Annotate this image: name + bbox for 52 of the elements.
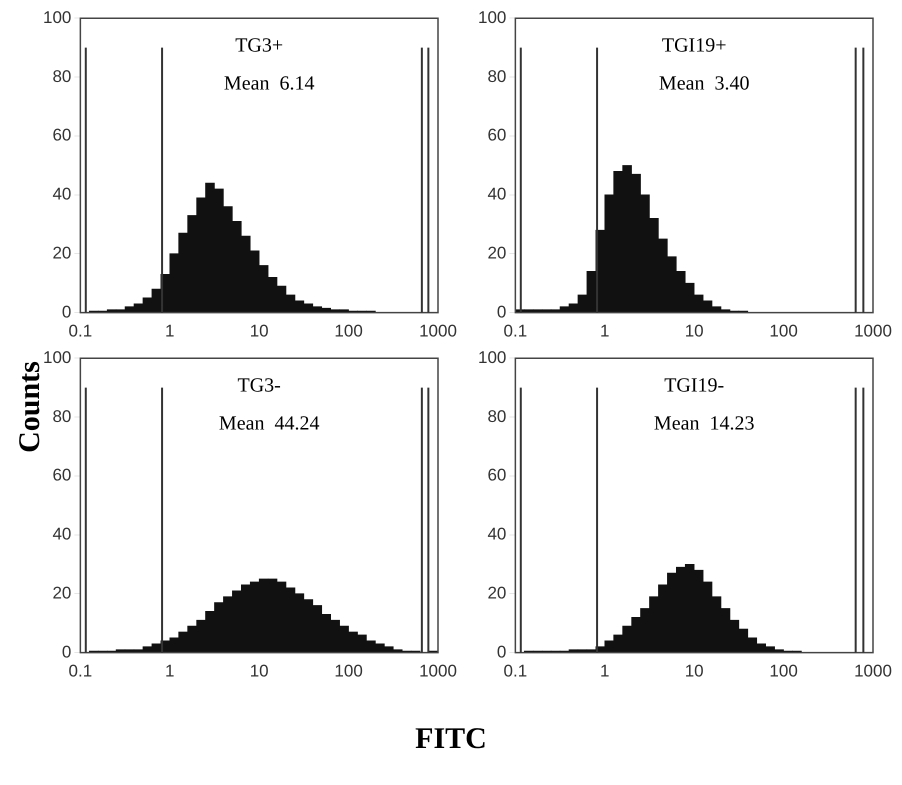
x-tick-label: 1 bbox=[165, 661, 175, 680]
x-tick-label: 0.1 bbox=[68, 661, 92, 680]
y-tick-label: 20 bbox=[52, 583, 72, 602]
y-tick-label: 0 bbox=[62, 302, 72, 322]
x-tick-label: 10 bbox=[250, 661, 269, 680]
y-tick-label: 40 bbox=[487, 184, 506, 204]
y-tick-label: 80 bbox=[52, 66, 72, 86]
y-tick-label: 80 bbox=[52, 406, 72, 426]
x-tick-label: 10 bbox=[684, 321, 704, 340]
x-tick-label: 100 bbox=[769, 321, 798, 340]
y-tick-label: 0 bbox=[496, 642, 506, 662]
y-tick-label: 60 bbox=[52, 126, 72, 145]
x-tick-label: 0.1 bbox=[504, 661, 528, 680]
x-tick-label: 1 bbox=[600, 321, 610, 340]
y-tick-label: 100 bbox=[478, 8, 506, 27]
x-tick-label: 100 bbox=[334, 661, 363, 680]
y-tick-label: 40 bbox=[52, 184, 72, 204]
y-tick-label: 40 bbox=[52, 524, 72, 544]
y-tick-label: 20 bbox=[487, 243, 506, 262]
x-tick-label: 1000 bbox=[854, 321, 892, 340]
x-tick-label: 100 bbox=[769, 661, 798, 680]
y-tick-label: 80 bbox=[487, 66, 506, 86]
x-tick-label: 0.1 bbox=[68, 321, 92, 340]
text: TGI19+ bbox=[662, 34, 726, 56]
y-tick-label: 60 bbox=[487, 126, 506, 145]
y-tick-label: 80 bbox=[487, 406, 506, 426]
x-tick-label: 10 bbox=[684, 661, 704, 680]
x-tick-label: 1 bbox=[165, 321, 175, 340]
y-tick-label: 0 bbox=[496, 302, 506, 322]
x-tick-label: 1000 bbox=[419, 661, 457, 680]
x-tick-label: 100 bbox=[334, 321, 363, 340]
x-tick-label: 1000 bbox=[419, 321, 457, 340]
x-tick-label: 10 bbox=[250, 321, 269, 340]
x-axis-title: FITC bbox=[414, 722, 488, 756]
x-tick-label: 1000 bbox=[854, 661, 892, 680]
y-tick-label: 100 bbox=[478, 348, 506, 367]
x-tick-label: 1 bbox=[600, 661, 610, 680]
y-tick-label: 60 bbox=[52, 466, 72, 485]
y-tick-label: 60 bbox=[487, 466, 506, 485]
y-tick-label: 100 bbox=[42, 8, 72, 27]
x-tick-label: 0.1 bbox=[504, 321, 528, 340]
y-tick-label: 20 bbox=[487, 583, 506, 602]
annotation: Mean 6.14 bbox=[224, 72, 314, 94]
text: TG3- bbox=[238, 374, 281, 396]
text: TGI19- bbox=[664, 374, 724, 396]
annotation: Mean 3.40 bbox=[658, 72, 750, 94]
y-tick-label: 40 bbox=[487, 524, 506, 544]
y-tick-label: 0 bbox=[62, 642, 72, 662]
annotation: Mean 14.23 bbox=[654, 412, 754, 434]
y-tick-label: 20 bbox=[52, 243, 72, 262]
text: TG3+ bbox=[235, 34, 284, 56]
annotation: Mean 44.24 bbox=[218, 412, 320, 434]
